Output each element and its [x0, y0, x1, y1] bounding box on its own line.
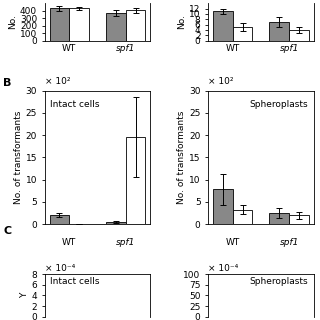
Text: × 10²: × 10² — [45, 77, 70, 86]
Bar — [269, 213, 289, 224]
Text: WT: WT — [226, 44, 240, 53]
Bar — [289, 215, 309, 224]
Bar — [50, 8, 69, 41]
Text: spf1: spf1 — [116, 44, 135, 53]
Bar — [69, 8, 89, 41]
Bar — [213, 11, 233, 41]
Bar — [106, 13, 126, 41]
Text: × 10⁻⁴: × 10⁻⁴ — [208, 264, 238, 273]
Bar — [50, 215, 69, 224]
Text: WT: WT — [62, 44, 76, 53]
Y-axis label: Y: Y — [20, 293, 28, 298]
Text: × 10⁻⁴: × 10⁻⁴ — [45, 264, 75, 273]
Bar — [233, 27, 252, 41]
Y-axis label: No. of transformants: No. of transformants — [177, 111, 186, 204]
Bar — [289, 30, 309, 41]
Text: WT: WT — [62, 237, 76, 246]
Text: spf1: spf1 — [116, 237, 135, 246]
Bar — [106, 222, 126, 224]
Text: Spheroplasts: Spheroplasts — [250, 100, 308, 109]
Text: Spheroplasts: Spheroplasts — [250, 277, 308, 286]
Y-axis label: No.: No. — [8, 14, 17, 29]
Text: WT: WT — [226, 237, 240, 246]
Text: B: B — [3, 78, 12, 88]
Y-axis label: No. of transformants: No. of transformants — [14, 111, 23, 204]
Bar — [126, 137, 145, 224]
Text: × 10²: × 10² — [208, 77, 234, 86]
Bar — [233, 210, 252, 224]
Bar — [126, 10, 145, 41]
Text: Intact cells: Intact cells — [50, 100, 100, 109]
Text: C: C — [3, 226, 11, 236]
Y-axis label: No.: No. — [177, 14, 186, 29]
Text: Intact cells: Intact cells — [50, 277, 100, 286]
Bar — [213, 189, 233, 224]
Text: spf1: spf1 — [279, 44, 299, 53]
Bar — [269, 22, 289, 41]
Text: spf1: spf1 — [279, 237, 299, 246]
